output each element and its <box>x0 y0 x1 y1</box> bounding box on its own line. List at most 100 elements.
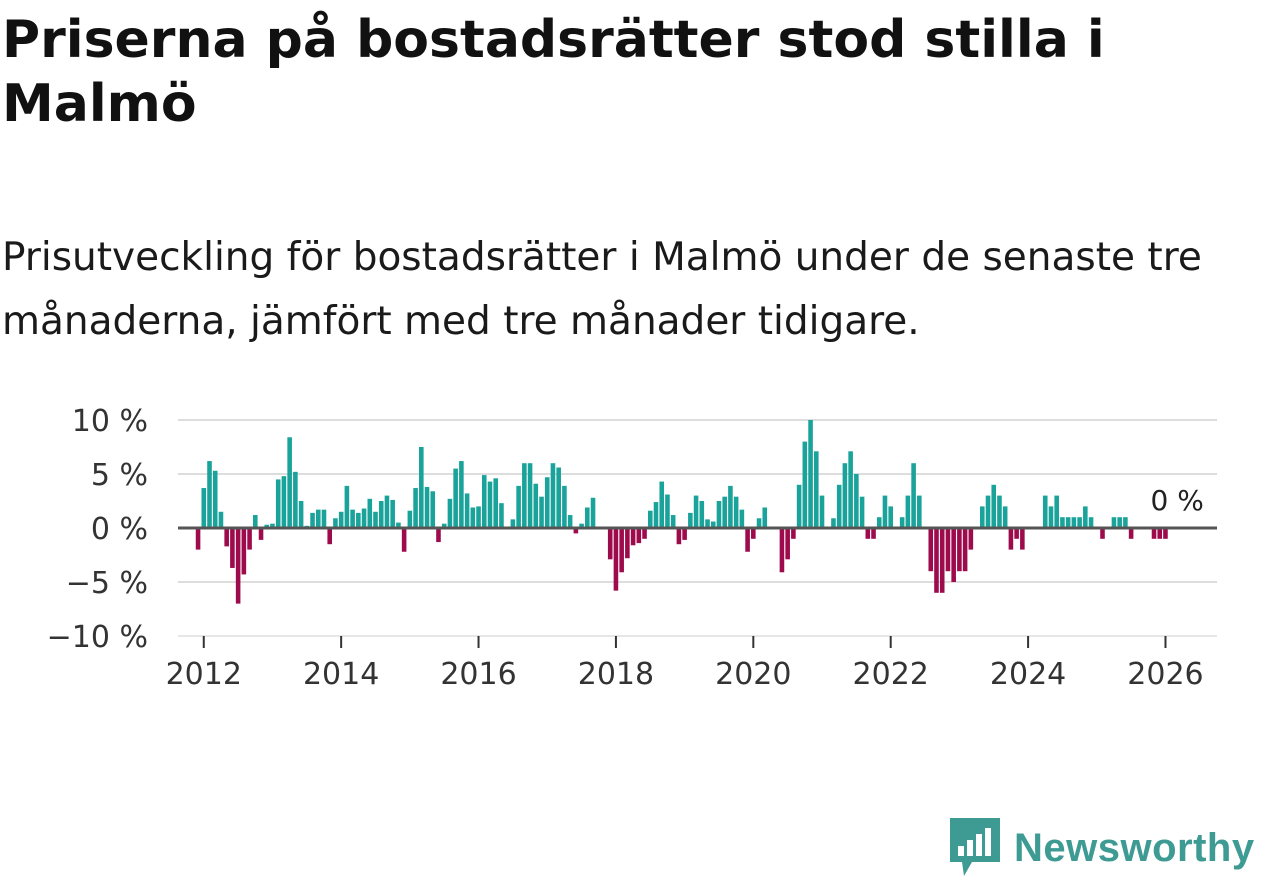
bar <box>1100 528 1105 539</box>
chart-title: Priserna på bostadsrätter stod stilla i … <box>2 10 1105 134</box>
bar <box>356 512 361 528</box>
bar <box>636 528 642 544</box>
y-tick-label: 5 % <box>91 458 148 493</box>
bar <box>367 498 373 528</box>
bar <box>401 528 407 552</box>
bar <box>1123 517 1128 528</box>
bar <box>241 528 247 575</box>
bar <box>476 506 481 528</box>
bar <box>796 484 802 528</box>
bar <box>579 523 584 528</box>
bar <box>785 528 790 560</box>
bar <box>728 485 733 528</box>
bar <box>275 479 281 528</box>
bar <box>516 485 521 528</box>
bar <box>298 501 304 528</box>
bar <box>556 467 561 528</box>
bar <box>338 511 344 528</box>
bar <box>550 463 556 528</box>
y-tick-label: −5 % <box>66 566 148 601</box>
bar <box>470 507 476 528</box>
bar <box>321 509 327 528</box>
bar <box>630 528 636 546</box>
bar <box>407 510 413 528</box>
bar <box>207 461 212 528</box>
bar <box>281 476 287 528</box>
end-value-label: 0 % <box>1151 484 1204 517</box>
bar <box>419 447 424 528</box>
bar <box>968 528 974 550</box>
bar <box>459 461 464 528</box>
bar <box>854 474 859 528</box>
bar <box>705 519 710 528</box>
bar <box>373 511 378 528</box>
bar-chart: 10 % 5 % 0 % −5 % −10 % 2012 2014 2016 2018 2020… <box>47 404 1217 692</box>
bar <box>195 528 201 550</box>
bar <box>625 528 630 559</box>
bar <box>1151 528 1157 539</box>
bar <box>945 528 951 572</box>
bar <box>493 478 499 528</box>
bar <box>1065 517 1071 528</box>
bar <box>201 488 207 528</box>
bar <box>562 485 567 528</box>
bar <box>344 485 350 528</box>
bar <box>1111 517 1117 528</box>
bar <box>441 523 447 528</box>
bar <box>997 495 1002 528</box>
bar <box>934 528 939 593</box>
newsworthy-logo: Newsworthy <box>950 818 1255 878</box>
bar <box>876 517 882 528</box>
bar <box>573 528 579 534</box>
bar <box>1088 517 1094 528</box>
bar <box>224 528 229 547</box>
bar <box>693 495 699 528</box>
bar <box>424 486 430 528</box>
bar <box>585 507 590 528</box>
bar <box>430 491 436 528</box>
bar <box>447 498 453 528</box>
bar <box>980 506 985 528</box>
bar <box>905 495 911 528</box>
bar <box>350 509 355 528</box>
bar <box>218 511 224 528</box>
bar <box>567 515 573 528</box>
bar <box>315 509 321 528</box>
x-axis-ticks: 2012 2014 2016 2018 2020 2022 2024 2026 <box>166 635 1217 692</box>
bar <box>751 528 756 539</box>
bar <box>1014 528 1019 539</box>
y-axis-ticks: 10 % 5 % 0 % −5 % −10 % <box>47 404 148 655</box>
bar <box>607 528 613 560</box>
bar <box>533 483 539 528</box>
bar <box>413 488 418 528</box>
y-tick-label: 10 % <box>72 404 148 439</box>
bar <box>270 523 275 528</box>
bar <box>808 420 813 528</box>
bar <box>544 477 550 528</box>
newsworthy-logo-icon <box>950 818 1000 876</box>
bar <box>212 470 218 528</box>
bar <box>682 528 687 540</box>
x-tick-label: 2024 <box>990 657 1066 692</box>
bar <box>665 494 670 528</box>
bar <box>436 528 441 543</box>
bar <box>670 515 676 528</box>
bar <box>842 463 848 528</box>
bar <box>1020 528 1025 550</box>
bar <box>831 518 836 528</box>
bar <box>836 484 842 528</box>
bar <box>1083 506 1088 528</box>
bar <box>1008 528 1014 550</box>
bar <box>1163 528 1168 539</box>
bar <box>957 528 962 572</box>
bar <box>378 501 384 528</box>
bar <box>917 495 922 528</box>
x-tick-label: 2022 <box>853 657 929 692</box>
bar <box>951 528 956 582</box>
bar <box>848 451 853 528</box>
bar <box>653 502 659 528</box>
bar <box>487 481 493 528</box>
bar <box>247 528 252 550</box>
bar <box>642 528 647 539</box>
bar <box>522 463 527 528</box>
